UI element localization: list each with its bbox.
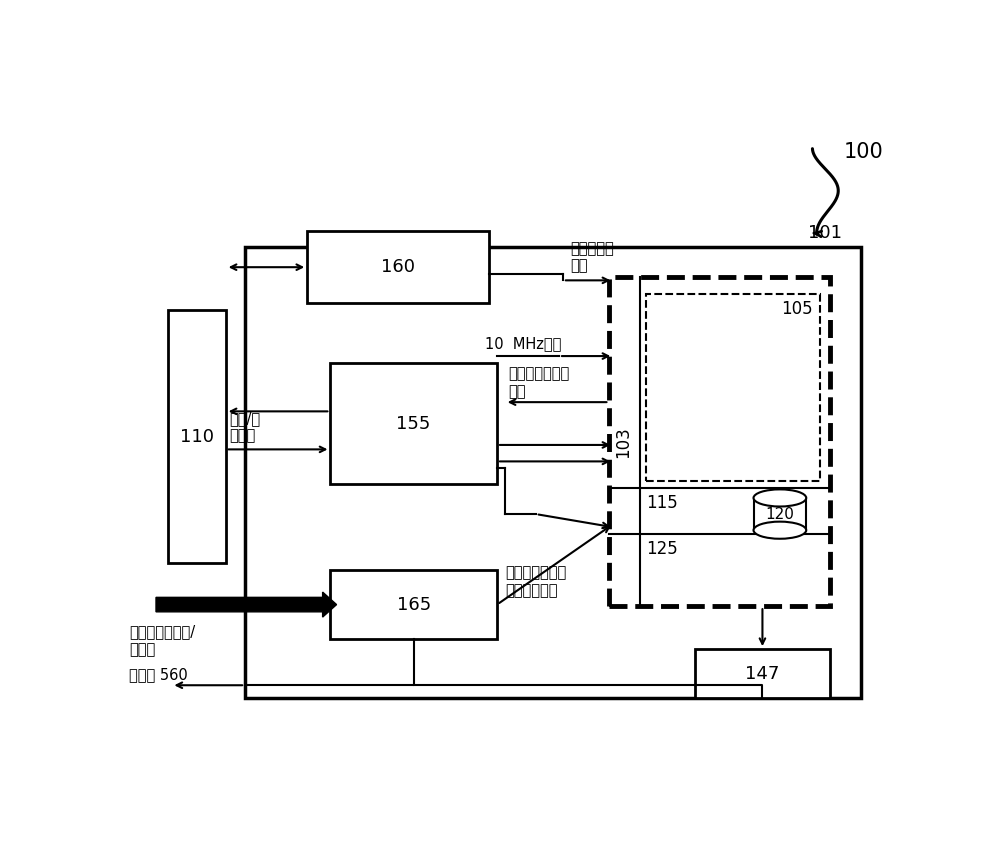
Text: 101: 101 (808, 224, 842, 242)
Bar (646, 293, 820, 481)
Text: 125: 125 (646, 540, 678, 558)
Text: 到网络 560: 到网络 560 (129, 667, 188, 682)
Text: 100: 100 (843, 142, 883, 162)
Text: 降频转换的已接
收的中频信号: 降频转换的已接 收的中频信号 (505, 566, 566, 598)
Text: 调频连续波基带
信号: 调频连续波基带 信号 (509, 367, 570, 398)
Bar (330, 570, 497, 640)
Bar (609, 277, 830, 606)
Text: 从太阳能电池板/
主电源: 从太阳能电池板/ 主电源 (129, 624, 195, 657)
Text: 110: 110 (180, 428, 214, 445)
Bar (245, 247, 861, 699)
Ellipse shape (754, 489, 806, 506)
Text: 147: 147 (745, 664, 780, 683)
Text: 155: 155 (396, 415, 431, 433)
Text: 160: 160 (381, 258, 415, 276)
Text: 165: 165 (397, 596, 431, 614)
Text: 115: 115 (646, 494, 678, 512)
Text: 103: 103 (614, 426, 632, 457)
Text: 105: 105 (781, 300, 812, 318)
Bar (754, 498, 806, 530)
Text: 时序及控制
信号: 时序及控制 信号 (571, 241, 614, 273)
Bar (307, 231, 489, 304)
Text: 10  MHz参考: 10 MHz参考 (485, 336, 562, 351)
Bar (330, 363, 497, 485)
FancyArrow shape (156, 592, 337, 617)
Text: 发射/接
收信号: 发射/接 收信号 (230, 411, 261, 443)
Ellipse shape (754, 522, 806, 539)
Bar (168, 310, 226, 563)
Text: 120: 120 (765, 506, 794, 522)
Bar (695, 649, 830, 699)
